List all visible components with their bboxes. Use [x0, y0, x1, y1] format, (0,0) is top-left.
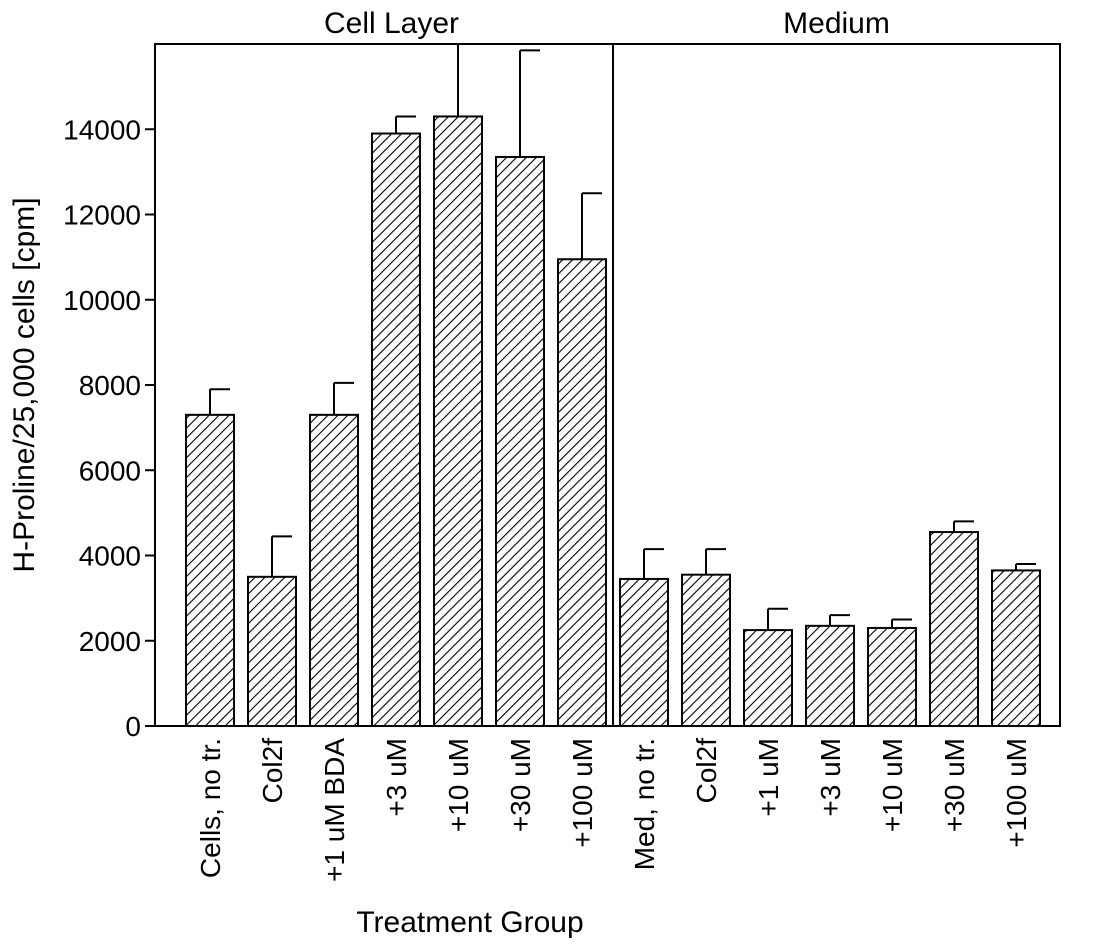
bar — [248, 577, 296, 726]
x-tick-label: +30 uM — [939, 738, 970, 832]
bar — [806, 626, 854, 726]
bar — [744, 630, 792, 726]
bar — [992, 570, 1040, 726]
y-tick-label: 14000 — [63, 114, 141, 145]
bar — [310, 415, 358, 726]
x-tick-label: Cells, no tr. — [195, 738, 226, 878]
x-tick-label: +3 uM — [381, 738, 412, 817]
x-tick-label: +1 uM — [753, 738, 784, 817]
x-tick-label: Col2f — [691, 738, 722, 804]
y-tick-label: 4000 — [79, 541, 141, 572]
x-tick-label: +1 uM BDA — [319, 738, 350, 882]
x-tick-label: +10 uM — [443, 738, 474, 832]
bar — [186, 415, 234, 726]
bar — [868, 628, 916, 726]
bar — [372, 134, 420, 726]
bar — [682, 575, 730, 726]
y-tick-label: 6000 — [79, 455, 141, 486]
x-tick-label: Med, no tr. — [629, 738, 660, 870]
x-axis-title: Treatment Group — [356, 906, 583, 939]
y-tick-label: 0 — [125, 711, 141, 742]
bar — [496, 157, 544, 726]
y-tick-label: 10000 — [63, 285, 141, 316]
x-tick-label: +30 uM — [505, 738, 536, 832]
x-tick-label: +10 uM — [877, 738, 908, 832]
y-tick-label: 12000 — [63, 200, 141, 231]
bar — [620, 579, 668, 726]
x-tick-label: Col2f — [257, 738, 288, 804]
bar — [930, 532, 978, 726]
x-tick-label: +100 uM — [1001, 738, 1032, 848]
y-axis-title: H-Proline/25,000 cells [cpm] — [8, 197, 41, 572]
panel-label: Cell Layer — [324, 7, 459, 40]
y-tick-label: 2000 — [79, 626, 141, 657]
bar — [558, 259, 606, 726]
panel-label: Medium — [783, 7, 890, 40]
bar — [434, 116, 482, 726]
y-tick-label: 8000 — [79, 370, 141, 401]
x-tick-label: +100 uM — [567, 738, 598, 848]
x-tick-label: +3 uM — [815, 738, 846, 817]
